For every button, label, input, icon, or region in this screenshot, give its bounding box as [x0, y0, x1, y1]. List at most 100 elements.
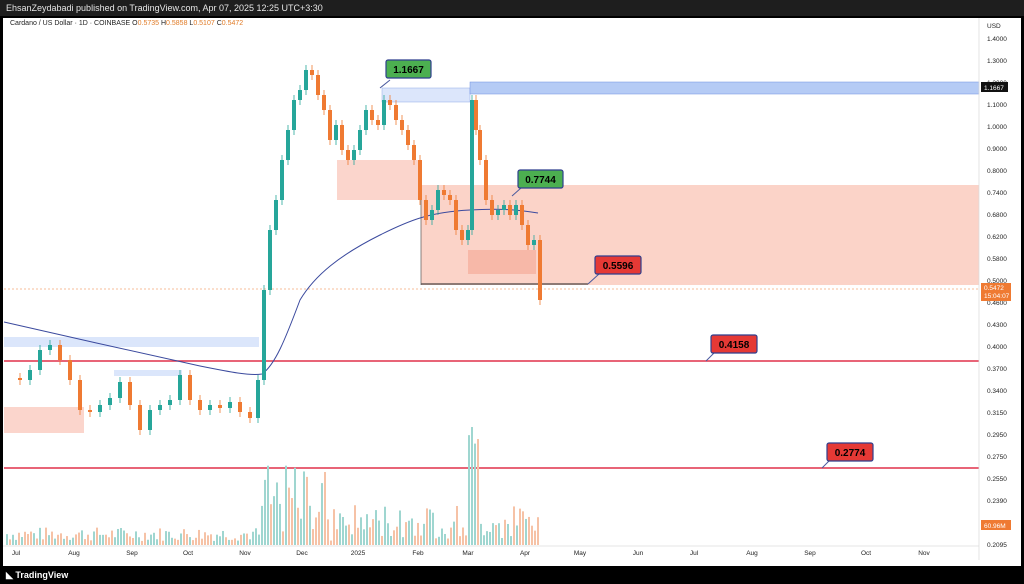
volume-bar: [69, 539, 71, 545]
countdown-text: 15:04:07: [984, 293, 1010, 300]
close-value: 0.5472: [221, 20, 244, 27]
volume-bar: [303, 471, 305, 545]
volume-bar: [423, 523, 425, 545]
price-tick-label: 0.3150: [987, 410, 1007, 417]
candle-body: [508, 205, 512, 215]
chart-area[interactable]: [3, 18, 1021, 570]
price-tick-label: 0.3700: [987, 366, 1007, 373]
badge-02774-text: 0.2774: [835, 448, 866, 459]
candle-body: [38, 350, 42, 370]
publish-info: EhsanZeydabadi published on TradingView.…: [6, 3, 323, 13]
volume-bar: [465, 535, 467, 545]
volume-bar: [522, 511, 524, 545]
volume-bar: [105, 534, 107, 545]
badge-07744: [517, 169, 564, 189]
volume-bar: [435, 538, 437, 545]
volume-bar: [324, 471, 326, 545]
volume-bar: [336, 529, 338, 545]
volume-bar: [528, 516, 530, 545]
volume-bar: [342, 517, 344, 545]
volume-bar: [159, 528, 161, 545]
volume-bar: [378, 520, 380, 545]
inner-zone: [468, 250, 536, 274]
currency-label: USD: [987, 23, 1001, 30]
time-tick-label: Jul: [690, 550, 699, 557]
volume-bar: [375, 510, 377, 545]
open-label: O: [132, 20, 138, 27]
volume-bar: [27, 534, 29, 545]
volume-bar: [249, 539, 251, 545]
volume-bar: [198, 529, 200, 545]
candle-body: [292, 100, 296, 130]
candle-body: [406, 130, 410, 145]
badge-11667: [385, 59, 432, 79]
open-value: 0.5735: [137, 20, 160, 27]
volume-bar: [483, 535, 485, 545]
resistance-price-tag-text: 1.1667: [984, 85, 1004, 92]
candle-body: [274, 200, 278, 230]
candle-body: [418, 160, 422, 200]
volume-bar: [18, 532, 20, 545]
volume-bar: [240, 534, 242, 545]
volume-bar: [216, 534, 218, 545]
volume-bar: [147, 539, 149, 545]
price-axis[interactable]: 1.40001.30001.20001.10001.00000.90000.80…: [987, 36, 1007, 549]
price-tick-label: 1.4000: [987, 36, 1007, 43]
volume-bar: [252, 531, 254, 545]
price-tick-label: 0.2950: [987, 432, 1007, 439]
time-tick-label: Aug: [746, 550, 758, 557]
time-tick-label: May: [574, 550, 587, 557]
candle-body: [108, 398, 112, 405]
volume-bar: [384, 506, 386, 545]
price-tick-label: 0.2390: [987, 498, 1007, 505]
volume-bar: [267, 465, 269, 545]
volume-bar: [438, 536, 440, 545]
volume-bar: [459, 536, 461, 545]
candle-body: [198, 400, 202, 410]
volume-tag: [981, 520, 1011, 530]
symbol-name: Cardano / US Dollar · 1D · COINBASE: [10, 20, 131, 27]
volume-bar: [255, 528, 257, 545]
volume-bar: [228, 539, 230, 545]
volume-bar: [381, 535, 383, 545]
time-tick-label: Feb: [412, 550, 424, 557]
demand-zone-blue-left: [4, 337, 259, 347]
candle-body: [58, 345, 62, 360]
volume-bar: [135, 531, 137, 545]
candle-body: [514, 205, 518, 215]
time-axis[interactable]: Jul Aug Sep Oct Nov Dec 2025 Feb Mar Apr May Jun Jul…: [12, 550, 931, 557]
supply-zone-dec: [337, 160, 421, 200]
symbol-legend: Cardano / US Dollar · 1D · COINBASE O0.5…: [10, 20, 243, 27]
candle-body: [460, 230, 464, 240]
volume-bar: [450, 527, 452, 545]
volume-bar: [90, 540, 92, 545]
candle-body: [316, 75, 320, 95]
price-tick-label: 0.6800: [987, 212, 1007, 219]
volume-bar: [213, 540, 215, 545]
volume-bar: [318, 511, 320, 545]
high-label: H: [160, 20, 167, 27]
volume-bar: [330, 540, 332, 545]
candle-body: [18, 378, 22, 380]
volume-bar: [474, 443, 476, 545]
candle-body: [158, 405, 162, 410]
badge-11667-text: 1.1667: [393, 65, 424, 76]
candle-body: [352, 150, 356, 160]
volume-bar: [207, 535, 209, 545]
badge-pointer-05596: [587, 273, 600, 285]
volume-bar: [321, 483, 323, 545]
candle-body: [248, 412, 252, 418]
resistance-zone: [469, 81, 980, 95]
volume-bar: [351, 534, 353, 545]
volume-bar: [180, 533, 182, 545]
volume-bar: [534, 530, 536, 545]
candle-body: [394, 105, 398, 120]
badge-pointer-11667: [379, 79, 391, 89]
price-tick-label: 0.4600: [987, 300, 1007, 307]
candle-body: [228, 402, 232, 408]
candle-body: [280, 160, 284, 200]
volume-bar: [51, 531, 53, 545]
volume-bar: [162, 540, 164, 545]
volume-bar: [243, 533, 245, 545]
